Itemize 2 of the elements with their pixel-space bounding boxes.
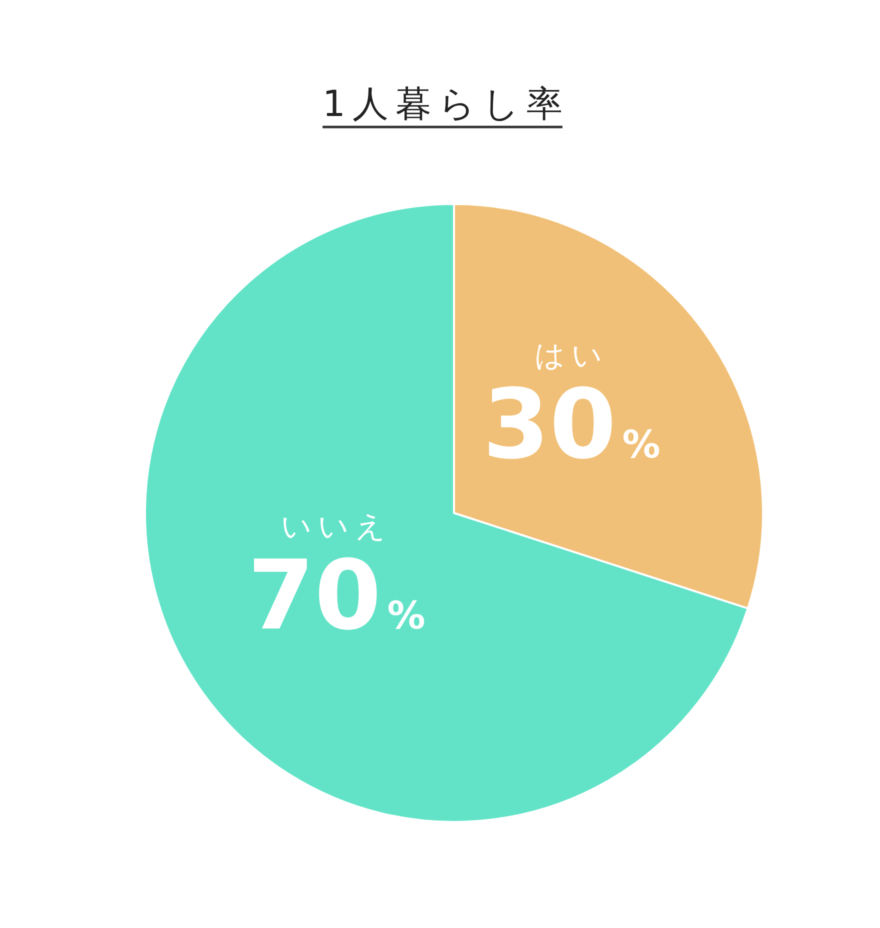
slice-label: いいえ	[281, 509, 392, 544]
chart-title: 1人暮らし率	[322, 84, 570, 125]
